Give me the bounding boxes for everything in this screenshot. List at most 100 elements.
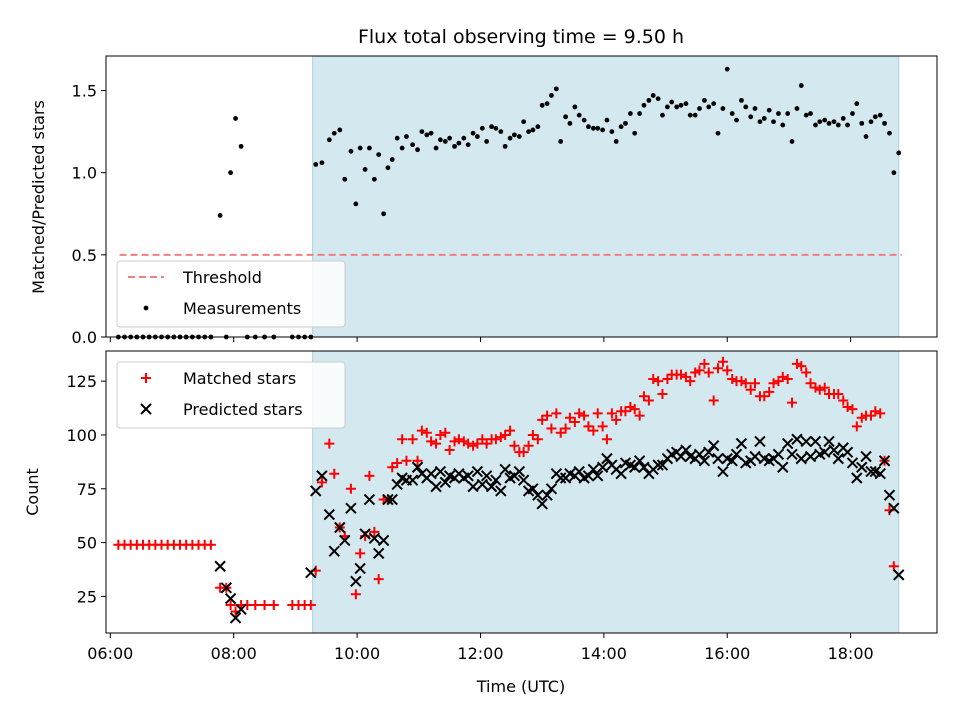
ratio-y-axis-label: Matched/Predicted stars: [29, 100, 48, 294]
data-point: [650, 93, 656, 98]
data-point: [440, 427, 451, 438]
data-point: [412, 455, 423, 466]
data-point: [581, 117, 587, 123]
data-point: [819, 446, 831, 458]
data-point: [745, 384, 756, 395]
data-point: [220, 582, 233, 594]
data-point: [665, 104, 670, 110]
legend-label: Predicted stars: [183, 400, 303, 419]
data-point: [573, 465, 585, 478]
data-point: [822, 117, 828, 123]
data-point: [750, 378, 761, 389]
data-point: [397, 434, 408, 445]
data-point: [717, 465, 729, 478]
data-point: [505, 425, 516, 436]
data-point: [544, 101, 550, 107]
observing-window: [312, 55, 900, 338]
data-point: [703, 446, 715, 458]
legend: Matched stars Predicted stars: [116, 361, 346, 429]
legend-label: Threshold: [182, 268, 262, 287]
data-point: [434, 465, 447, 478]
data-point: [353, 201, 359, 207]
data-point: [569, 417, 580, 428]
data-point: [362, 166, 368, 172]
data-point: [655, 96, 661, 102]
data-point: [796, 361, 807, 372]
data-point: [831, 119, 837, 125]
data-point: [225, 600, 236, 611]
data-point: [601, 434, 612, 445]
data-point: [371, 176, 377, 182]
data-point: [761, 116, 767, 121]
data-point: [601, 452, 613, 465]
data-point: [794, 106, 800, 111]
data-point: [329, 468, 340, 479]
data-point: [535, 124, 541, 130]
data-point: [407, 434, 418, 445]
data-point: [474, 134, 480, 139]
data-point: [348, 148, 354, 154]
data-point: [675, 450, 687, 463]
data-point: [485, 480, 498, 493]
data-point: [334, 521, 346, 534]
data-point: [442, 139, 448, 144]
data-point: [324, 438, 335, 449]
chart-title: Flux total observing time = 9.50 h: [358, 26, 684, 48]
data-point: [372, 547, 385, 560]
data-point: [406, 474, 419, 486]
data-point: [421, 427, 432, 438]
data-point: [891, 170, 897, 176]
legend-label: Matched stars: [183, 369, 296, 388]
data-point: [382, 493, 394, 506]
data-point: [854, 101, 860, 107]
data-point: [637, 111, 643, 116]
data-point: [541, 489, 553, 501]
data-point: [350, 589, 361, 600]
data-point: [600, 127, 606, 133]
data-point: [526, 129, 531, 134]
series-predicted-stars: [214, 433, 905, 624]
data-point: [801, 367, 812, 378]
y-tick-label: 100: [66, 426, 97, 445]
data-point: [838, 395, 849, 406]
data-point: [877, 112, 883, 118]
observing-window: [312, 350, 900, 634]
data-point: [708, 395, 719, 406]
data-point: [648, 373, 659, 384]
data-point: [425, 467, 437, 480]
data-point: [633, 455, 646, 467]
data-point: [363, 493, 376, 506]
data-point: [493, 125, 499, 131]
x-tick-label: 10:00: [334, 644, 380, 663]
legend-dot-handle: [143, 305, 149, 311]
data-point: [586, 124, 591, 130]
data-point: [609, 129, 615, 134]
data-point: [484, 139, 490, 144]
data-point: [369, 526, 380, 537]
data-point: [791, 433, 803, 445]
data-point: [896, 150, 902, 156]
data-point: [694, 365, 705, 376]
data-point: [888, 502, 900, 514]
data-point: [777, 371, 788, 382]
data-point: [656, 459, 669, 471]
data-point: [228, 170, 234, 176]
data-point: [757, 119, 763, 125]
data-point: [471, 465, 484, 478]
data-point: [724, 66, 730, 72]
data-point: [479, 125, 485, 131]
data-point: [795, 452, 807, 465]
data-point: [545, 483, 558, 495]
data-point: [764, 386, 775, 397]
data-point: [722, 365, 733, 376]
data-point: [813, 122, 818, 128]
data-point: [313, 162, 319, 167]
data-point: [823, 435, 835, 448]
data-point: [817, 119, 823, 125]
axes-frame: [105, 55, 938, 338]
data-point: [517, 474, 530, 486]
data-point: [804, 450, 817, 463]
data-point: [579, 410, 590, 421]
data-point: [628, 461, 641, 473]
data-point: [591, 470, 604, 482]
